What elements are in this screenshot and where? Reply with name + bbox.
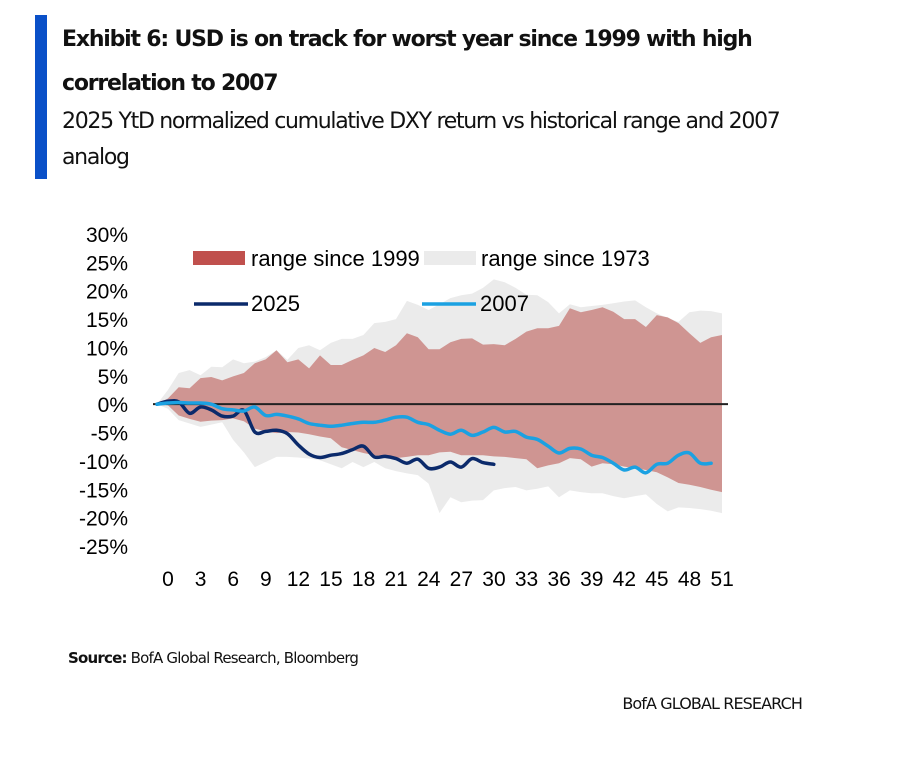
x-tick-label: 15 [319,568,342,591]
x-axis-ticks: 0 3 6 9 12 15 18 21 24 27 30 33 36 39 42 45 48 51 [162,568,734,591]
x-tick-label: 0 [162,568,174,591]
y-tick-label: 5% [98,366,128,389]
y-tick-label: 0% [98,394,128,417]
x-tick-label: 21 [384,568,407,591]
x-tick-label: 45 [645,568,668,591]
legend-label-2007: 2007 [480,291,529,316]
legend: range since 1999 range since 1973 2025 2… [193,246,650,316]
x-tick-label: 18 [352,568,375,591]
x-tick-label: 39 [580,568,603,591]
source-note: Source: BofA Global Research, Bloomberg [68,649,359,667]
chart-subtitle: 2025 YtD normalized cumulative DXY retur… [62,109,781,170]
series-line-2007 [155,400,713,475]
x-tick-label: 36 [547,568,570,591]
x-tick-label: 27 [450,568,473,591]
y-tick-label: 30% [86,224,128,247]
legend-label-2025: 2025 [251,291,300,316]
x-tick-label: 12 [287,568,310,591]
x-tick-label: 30 [482,568,505,591]
y-tick-label: 25% [86,252,128,275]
y-tick-label: -5% [91,423,128,446]
series-lines [155,398,713,475]
x-tick-label: 42 [613,568,636,591]
chart-title: Exhibit 6: USD is on track for worst yea… [62,27,753,96]
legend-label-range-1999: range since 1999 [251,246,420,271]
legend-swatch-range-1973 [424,251,476,265]
source-label: Source: [68,649,127,667]
band-range-since-1999 [157,307,722,493]
y-tick-label: -20% [79,508,128,531]
y-tick-label: -10% [79,451,128,474]
y-tick-label: 20% [86,281,128,304]
x-tick-label: 6 [227,568,239,591]
exhibit-accent-bar [35,15,47,179]
source-text: BofA Global Research, Bloomberg [126,649,359,667]
legend-label-range-1973: range since 1973 [481,246,650,271]
brand-footer: BofA GLOBAL RESEARCH [622,694,803,713]
y-tick-label: -25% [79,536,128,559]
legend-swatch-range-1999 [193,251,245,265]
x-tick-label: 48 [678,568,701,591]
x-tick-label: 24 [417,568,441,591]
x-tick-label: 3 [195,568,207,591]
y-tick-label: 10% [86,337,128,360]
x-tick-label: 33 [515,568,538,591]
y-axis-ticks: 30% 25% 20% 15% 10% 5% 0% -5% -10% -15% -20% -25% [79,224,128,559]
y-tick-label: -15% [79,479,128,502]
series-line-2025 [155,398,496,471]
range-bands [157,279,722,514]
y-tick-label: 15% [86,309,128,332]
chart-area: 30% 25% 20% 15% 10% 5% 0% -5% -10% -15% -20% -25% 0… [79,224,734,591]
x-tick-label: 51 [710,568,733,591]
x-tick-label: 9 [260,568,272,591]
